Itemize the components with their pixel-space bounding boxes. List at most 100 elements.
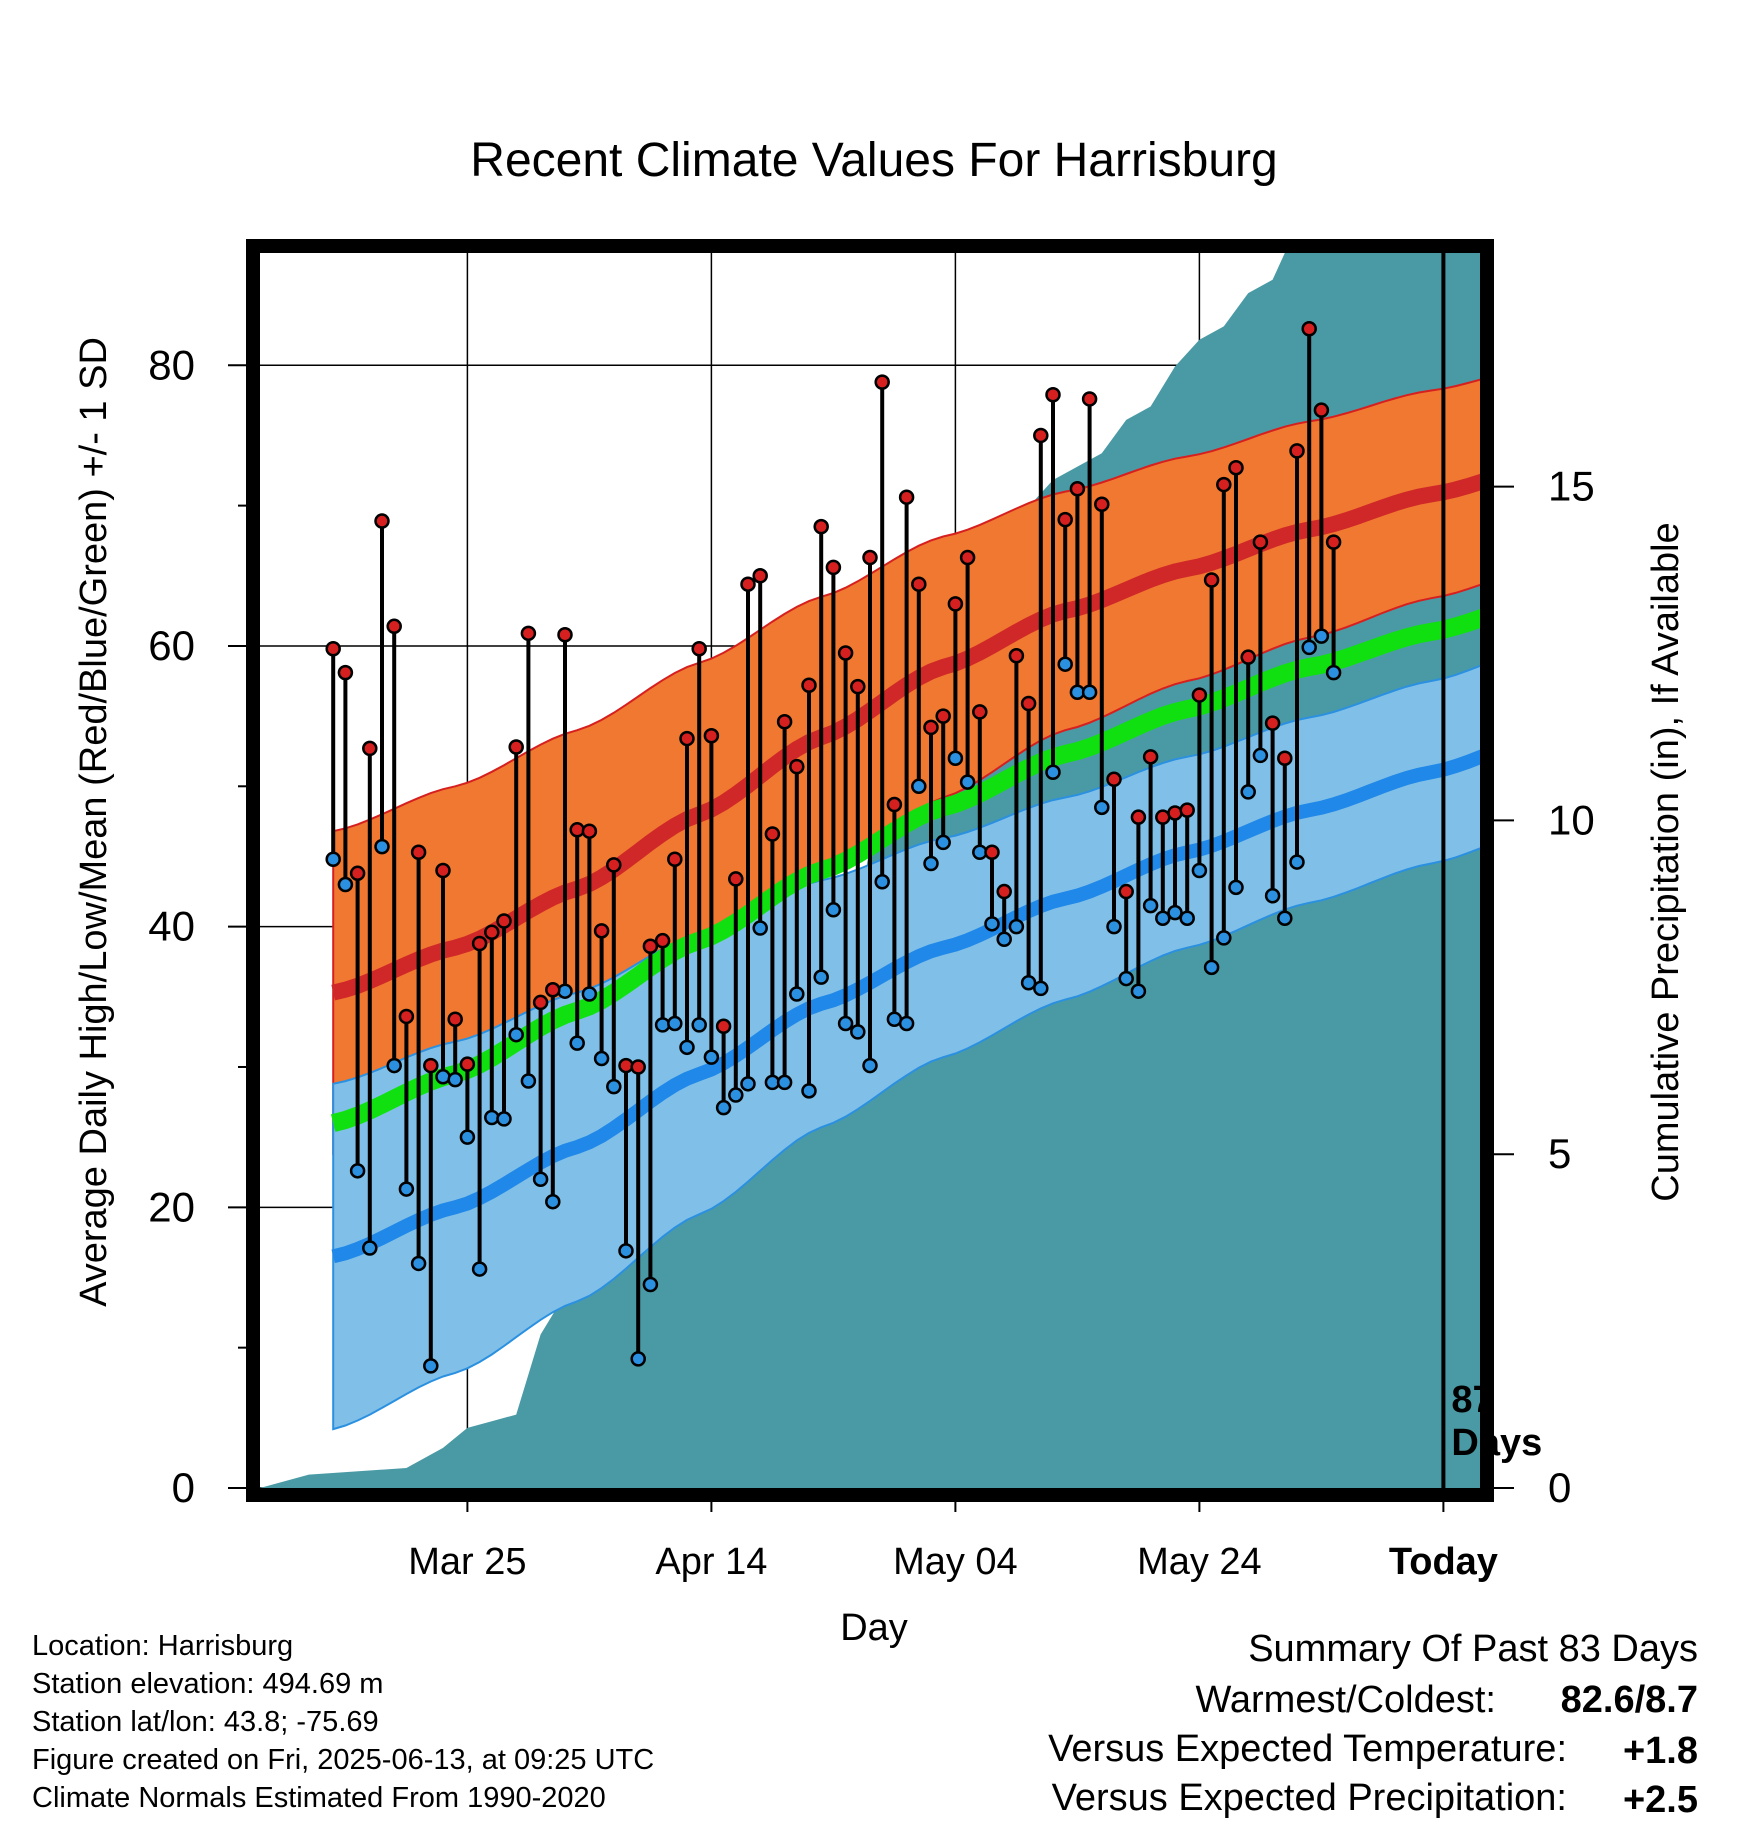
daily-high-point: [337, 664, 354, 681]
daily-low-point: [862, 1057, 878, 1074]
daily-low-point: [642, 1276, 659, 1293]
normal-mean-line: [330, 609, 1480, 1132]
daily-low-point: [691, 1017, 707, 1033]
plot-frame: [246, 239, 1494, 1502]
daily-low-point: [850, 1024, 866, 1040]
daily-high-point: [1008, 648, 1025, 664]
axes: 0 20 40 60 80 0 5 10 15 Mar 25 Apr 14 May 04 May 24 T…: [148, 341, 1594, 1583]
daily-low-point: [545, 1193, 561, 1210]
daily-low-point: [1081, 684, 1098, 701]
y-tick-label: 80: [148, 341, 195, 388]
daily-low-point: [1130, 983, 1147, 999]
daily-high-point: [374, 513, 390, 529]
daily-low-point: [447, 1071, 463, 1088]
daily-high-point: [691, 641, 707, 657]
daily-high-point: [1142, 749, 1159, 765]
daily-low-point: [1325, 664, 1342, 681]
daily-low-point: [520, 1073, 537, 1089]
daily-high-point: [1313, 402, 1330, 418]
summary-panel: Summary Of Past 83 Days Warmest/Coldest:…: [1048, 1628, 1698, 1821]
daily-high-point: [398, 1008, 415, 1025]
daily-high-point: [447, 1011, 463, 1028]
daily-low-point: [789, 986, 805, 1002]
daily-low-point: [1277, 910, 1293, 926]
daily-low-point: [1228, 879, 1244, 896]
daily-low-point: [484, 1109, 500, 1126]
y2-tick-label: 5: [1548, 1130, 1571, 1177]
daily-high-point: [508, 739, 524, 755]
x-axis-label: Day: [840, 1607, 908, 1649]
y-tick-label: 60: [148, 622, 195, 669]
daily-low-point: [496, 1111, 512, 1127]
daily-low-point: [1118, 970, 1134, 987]
station-info: Location: Harrisburg Station elevation: …: [32, 1630, 654, 1814]
daily-low-point: [374, 838, 390, 855]
daily-high-point: [1179, 802, 1195, 818]
daily-low-point: [1264, 888, 1281, 904]
daily-high-point: [703, 728, 720, 744]
daily-high-point: [850, 678, 866, 695]
daily-low-point: [1020, 975, 1037, 991]
normals-text: Climate Normals Estimated From 1990-2020: [32, 1782, 606, 1814]
daily-high-point: [1069, 481, 1086, 497]
daily-high-point: [606, 857, 622, 873]
y-tick-label: 20: [148, 1183, 195, 1230]
y2-tick-label: 15: [1548, 463, 1595, 510]
daily-low-point: [874, 873, 890, 890]
daily-low-point: [362, 1240, 378, 1256]
daily-high-point: [349, 865, 366, 882]
latlon-text: Station lat/lon: 43.8; -75.69: [32, 1706, 379, 1738]
daily-low-point: [1167, 904, 1183, 921]
daily-high-point: [1081, 391, 1098, 407]
daily-high-point: [496, 913, 512, 929]
daily-low-point: [1240, 784, 1256, 800]
daily-low-point: [618, 1243, 634, 1259]
daily-low-point: [325, 851, 341, 868]
daily-high-point: [679, 730, 695, 747]
daily-low-point: [1203, 959, 1220, 976]
daily-high-point: [1045, 386, 1061, 403]
daily-low-point: [606, 1078, 622, 1095]
daily-high-point: [984, 844, 1000, 861]
daily-low-point: [337, 876, 354, 893]
daily-high-point: [654, 932, 671, 949]
daily-low-point: [1008, 918, 1025, 935]
daily-high-point: [1033, 427, 1049, 444]
daily-low-point: [947, 750, 964, 766]
temp-vs-expected-value: +1.8: [1623, 1730, 1698, 1772]
daily-high-point: [959, 549, 976, 566]
daily-high-point: [740, 576, 756, 592]
daily-high-point: [923, 719, 939, 736]
daily-high-point: [752, 568, 768, 584]
daily-high-point: [630, 1059, 646, 1075]
daily-low-point: [752, 920, 768, 936]
daily-high-point: [1228, 459, 1244, 476]
daily-high-point: [471, 935, 488, 952]
daily-low-point: [1094, 799, 1110, 816]
x-tick-label: May 24: [1137, 1541, 1262, 1583]
daily-high-point: [813, 518, 829, 535]
daily-high-point: [325, 641, 341, 657]
daily-high-point: [593, 923, 610, 939]
x-tick-label: May 04: [893, 1541, 1018, 1583]
daily-high-point: [1325, 534, 1342, 550]
daily-high-point: [1106, 771, 1122, 788]
daily-high-point: [581, 823, 598, 839]
daily-high-point: [569, 822, 585, 838]
location-text: Location: Harrisburg: [32, 1630, 293, 1662]
precip-vs-expected-value: +2.5: [1623, 1779, 1698, 1821]
daily-low-point: [1289, 854, 1305, 870]
daily-low-point: [1033, 980, 1049, 997]
daily-low-point: [435, 1069, 451, 1085]
daily-low-point: [825, 902, 842, 918]
daily-high-point: [618, 1057, 634, 1074]
chart-title: Recent Climate Values For Harrisburg: [470, 134, 1277, 187]
daily-high-point: [996, 883, 1012, 900]
daily-low-point: [679, 1039, 695, 1056]
daily-high-point: [667, 851, 683, 868]
daily-low-point: [508, 1026, 524, 1043]
daily-low-point: [569, 1035, 585, 1051]
daily-high-point: [1240, 649, 1256, 665]
daily-high-point: [1203, 572, 1220, 588]
